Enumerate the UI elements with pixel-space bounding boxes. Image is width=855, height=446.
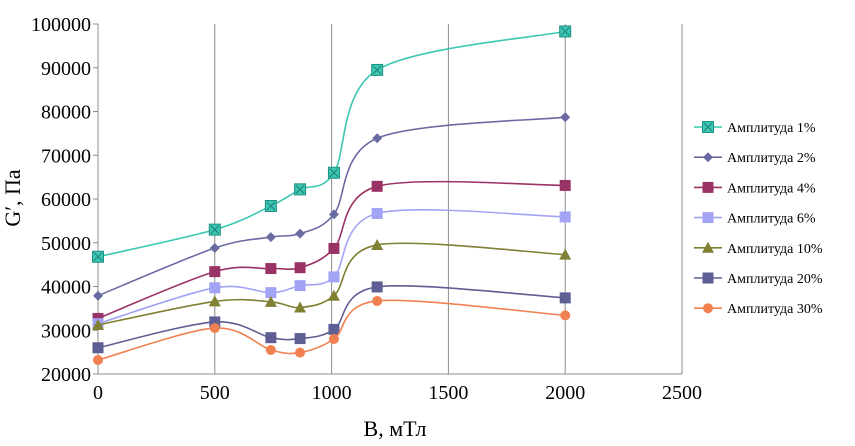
- y-tick-label: 40000: [41, 277, 91, 299]
- data-point-amplitude-1: [327, 166, 340, 179]
- data-point-amplitude-4: [371, 180, 383, 192]
- data-point-amplitude-1: [264, 200, 277, 212]
- y-axis-title: G′, Па: [0, 169, 25, 227]
- data-point-amplitude-4: [209, 266, 221, 278]
- data-point-amplitude-1: [294, 183, 307, 196]
- legend-label-amplitude-1: Амплитуда 1%: [727, 121, 816, 136]
- data-point-amplitude-2: [265, 232, 276, 243]
- legend-marker-amplitude-1: [702, 121, 714, 133]
- data-point-amplitude-1: [371, 63, 384, 76]
- data-point-amplitude-4: [294, 262, 306, 274]
- data-point-amplitude-30: [295, 347, 306, 358]
- data-point-amplitude-2: [560, 112, 571, 123]
- data-point-amplitude-10: [294, 301, 307, 313]
- data-point-amplitude-6: [294, 280, 306, 292]
- data-point-amplitude-10: [371, 238, 384, 250]
- data-point-amplitude-1: [559, 25, 572, 38]
- data-point-amplitude-10: [92, 319, 104, 330]
- x-axis-title: B, мТл: [364, 416, 427, 441]
- legend-marker-amplitude-2: [703, 152, 713, 163]
- data-point-amplitude-6: [209, 282, 221, 294]
- legend: Амплитуда 1% Амплитуда 2% Амплитуда 4% Ампл…: [694, 121, 823, 317]
- data-point-amplitude-2: [295, 228, 306, 239]
- x-tick-label: 2000: [545, 382, 585, 404]
- y-tick-label: 50000: [41, 233, 91, 255]
- data-point-amplitude-6: [559, 211, 571, 223]
- y-tick-label: 20000: [41, 364, 91, 386]
- legend-marker-amplitude-10: [702, 241, 714, 253]
- data-point-amplitude-20: [209, 316, 221, 328]
- legend-marker-amplitude-4: [702, 181, 714, 193]
- data-point-amplitude-1: [92, 250, 104, 263]
- x-tick-label: 1500: [428, 382, 468, 404]
- data-point-amplitude-2: [209, 243, 220, 253]
- data-point-amplitude-4: [559, 179, 571, 191]
- data-point-amplitude-20: [294, 333, 306, 345]
- data-point-amplitude-10: [264, 295, 277, 307]
- y-tick-label: 100000: [31, 14, 91, 36]
- data-point-amplitude-4: [265, 263, 277, 275]
- data-point-amplitude-6: [328, 271, 340, 283]
- x-tick-label: 500: [200, 382, 230, 404]
- data-point-amplitude-30: [209, 323, 220, 334]
- legend-marker-amplitude-6: [702, 212, 714, 224]
- legend-label-amplitude-10: Амплитуда 10%: [727, 242, 823, 257]
- data-point-amplitude-30: [560, 310, 571, 321]
- x-tick-label: 0: [93, 382, 103, 404]
- y-tick-label: 70000: [41, 145, 91, 167]
- data-point-amplitude-10: [327, 289, 340, 301]
- series-line-amplitude-2: [97, 116, 566, 297]
- data-point-amplitude-10: [208, 295, 221, 307]
- y-tick-label: 80000: [41, 102, 91, 124]
- legend-label-amplitude-2: Амплитуда 2%: [727, 151, 816, 166]
- data-point-amplitude-30: [93, 355, 103, 365]
- series-layer: [92, 25, 572, 365]
- axes: 0 500 1000 1500 2000 2500 20000 30000 40000 50000…: [31, 14, 702, 404]
- data-point-amplitude-1: [208, 223, 221, 236]
- data-point-amplitude-4: [328, 242, 340, 254]
- x-tick-label: 2500: [662, 382, 702, 404]
- y-tick-label: 90000: [41, 58, 91, 80]
- y-tick-label: 30000: [41, 320, 91, 342]
- data-point-amplitude-30: [265, 344, 276, 355]
- data-point-amplitude-2: [328, 209, 339, 220]
- legend-marker-amplitude-20: [702, 272, 714, 284]
- data-point-amplitude-10: [559, 248, 572, 260]
- data-point-amplitude-20: [559, 292, 571, 304]
- legend-label-amplitude-30: Амплитуда 30%: [727, 302, 823, 317]
- data-point-amplitude-20: [265, 332, 277, 344]
- data-point-amplitude-20: [371, 281, 383, 293]
- data-point-amplitude-30: [328, 334, 339, 344]
- legend-label-amplitude-20: Амплитуда 20%: [727, 272, 823, 287]
- legend-marker-amplitude-30: [703, 303, 713, 314]
- y-tick-label: 60000: [41, 189, 91, 211]
- data-point-amplitude-6: [265, 287, 277, 299]
- data-point-amplitude-2: [93, 290, 103, 301]
- data-point-amplitude-20: [328, 323, 340, 335]
- x-tick-label: 1000: [312, 382, 352, 404]
- data-point-amplitude-2: [372, 133, 383, 144]
- data-point-amplitude-30: [372, 295, 383, 306]
- legend-label-amplitude-4: Амплитуда 4%: [727, 181, 816, 196]
- legend-label-amplitude-6: Амплитуда 6%: [727, 212, 816, 227]
- data-point-amplitude-20: [92, 342, 104, 354]
- data-point-amplitude-6: [371, 207, 383, 219]
